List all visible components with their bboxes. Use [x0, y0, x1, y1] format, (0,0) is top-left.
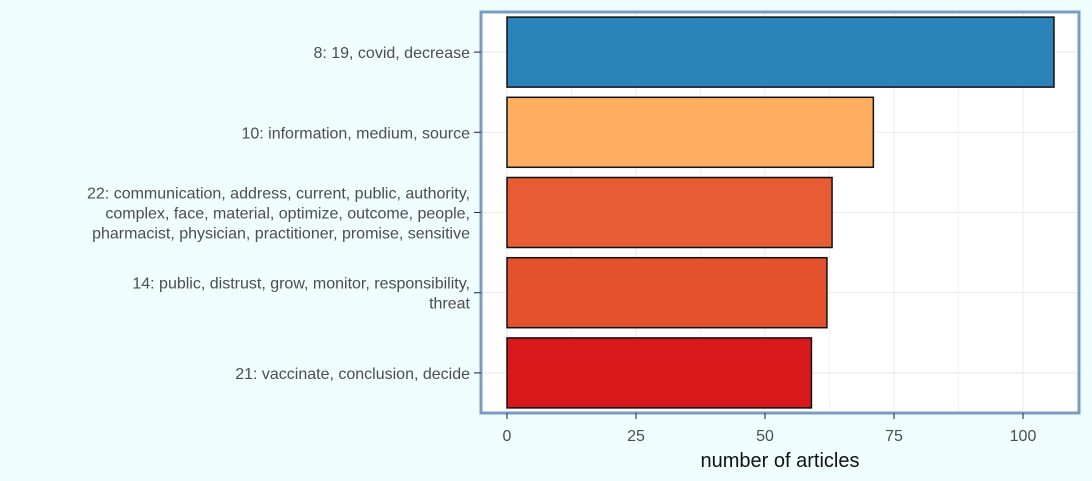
x-tick-label: 100 [1010, 428, 1037, 445]
x-tick-label: 50 [756, 428, 774, 445]
y-tick-label-line: 22: communication, address, current, pub… [87, 186, 470, 203]
bar [506, 16, 1055, 88]
x-tick-label: 25 [627, 428, 645, 445]
y-tick-label-line: 14: public, distrust, grow, monitor, res… [132, 276, 470, 293]
x-axis-ticks [506, 413, 1024, 419]
bar [506, 176, 833, 249]
bar [506, 337, 813, 409]
bar [506, 96, 875, 169]
y-tick-label-line: 8: 19, covid, decrease [313, 45, 470, 62]
y-tick-label: 14: public, distrust, grow, monitor, res… [132, 276, 470, 313]
y-tick-label-line: pharmacist, physician, practitioner, pro… [92, 226, 470, 243]
y-axis-ticks [474, 51, 481, 374]
bar [506, 256, 828, 329]
bars [506, 16, 1055, 409]
y-tick-label-line: complex, face, material, optimize, outco… [105, 206, 470, 223]
y-tick-label: 8: 19, covid, decrease [313, 45, 470, 62]
x-tick-label: 75 [885, 428, 903, 445]
y-tick-label: 22: communication, address, current, pub… [87, 186, 470, 243]
y-tick-label: 21: vaccinate, conclusion, decide [235, 366, 470, 383]
y-tick-label-line: 10: information, medium, source [241, 125, 470, 142]
x-axis-title: number of articles [701, 450, 860, 472]
x-axis-labels: 0 25 50 75 100 [503, 428, 1037, 445]
y-tick-label: 10: information, medium, source [241, 125, 470, 142]
x-tick-label: 0 [503, 428, 512, 445]
y-tick-label-line: 21: vaccinate, conclusion, decide [235, 366, 470, 383]
y-axis-labels: 8: 19, covid, decrease 10: information, m… [87, 45, 471, 383]
y-tick-label-line: threat [429, 296, 470, 313]
